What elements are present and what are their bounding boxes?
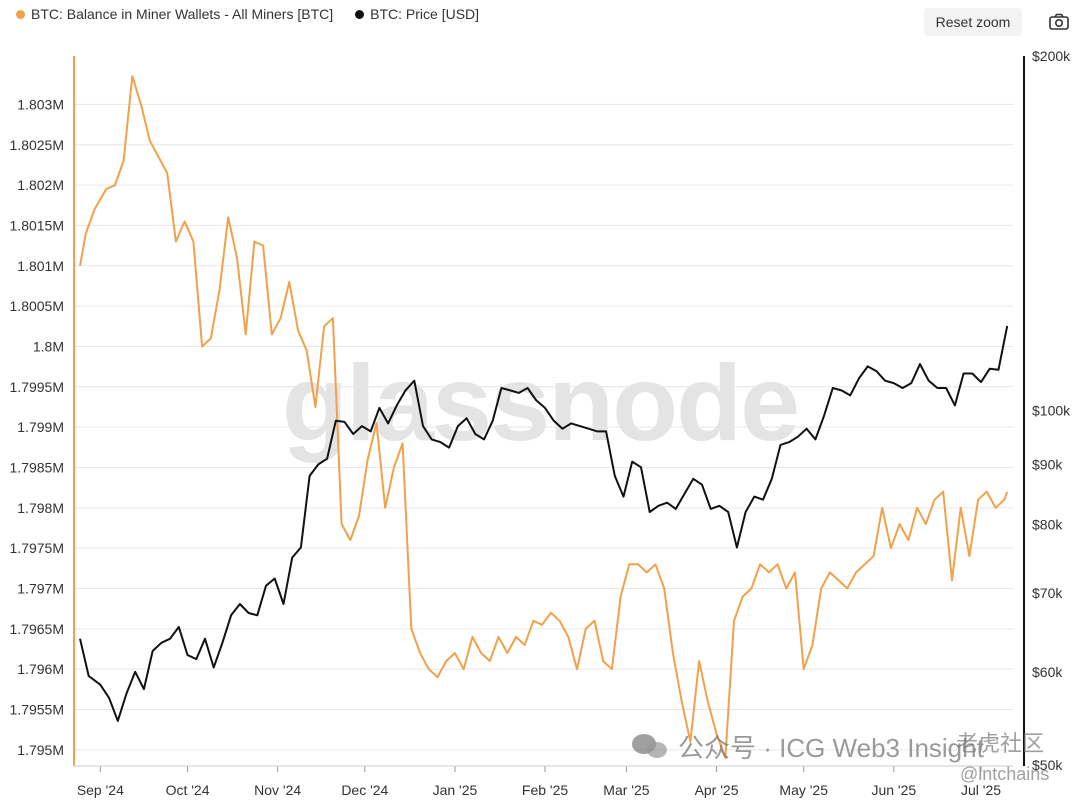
x-tick-label: Sep '24 — [77, 782, 124, 798]
legend-dot-balance — [16, 9, 25, 19]
wechat-icon — [632, 733, 667, 758]
left-tick-label: 1.8M — [33, 338, 64, 354]
handle-overlay: @lntchains — [960, 764, 1050, 784]
right-tick-label: $50k — [1032, 757, 1063, 773]
reset-zoom-button[interactable]: Reset zoom — [924, 8, 1022, 36]
glassnode-watermark: glassnode — [282, 342, 800, 463]
series-line-balance — [79, 75, 1009, 759]
left-tick-label: 1.8025M — [10, 137, 64, 153]
x-tick-label: Jan '25 — [433, 782, 478, 798]
left-tick-label: 1.7965M — [10, 621, 64, 637]
right-tick-label: $70k — [1032, 585, 1063, 601]
right-tick-label: $200k — [1032, 48, 1071, 64]
left-tick-label: 1.802M — [17, 177, 64, 193]
left-tick-label: 1.7975M — [10, 540, 64, 556]
x-tick-label: Oct '24 — [166, 782, 210, 798]
legend-item-balance[interactable]: BTC: Balance in Miner Wallets - All Mine… — [16, 6, 333, 22]
x-tick-label: May '25 — [779, 782, 828, 798]
wechat-overlay-text: 公众号 · ICG Web3 Insight — [678, 733, 984, 763]
left-tick-label: 1.798M — [17, 500, 64, 516]
right-tick-label: $100k — [1032, 403, 1071, 419]
tiger-overlay: 老虎社区 — [956, 731, 1045, 756]
chart-legend: BTC: Balance in Miner Wallets - All Mine… — [16, 6, 479, 22]
left-tick-label: 1.7995M — [10, 379, 64, 395]
legend-label-balance: BTC: Balance in Miner Wallets - All Mine… — [31, 6, 334, 22]
series-line-price — [79, 325, 1009, 722]
x-tick-label: Mar '25 — [603, 782, 649, 798]
right-tick-label: $80k — [1032, 517, 1063, 533]
x-tick-label: Nov '24 — [254, 782, 301, 798]
left-tick-label: 1.795M — [17, 742, 64, 758]
legend-dot-price — [355, 9, 365, 19]
x-tick-label: Apr '25 — [695, 782, 739, 798]
x-tick-label: Jun '25 — [871, 782, 916, 798]
camera-icon[interactable] — [1048, 12, 1070, 32]
right-tick-label: $60k — [1032, 664, 1063, 680]
left-tick-label: 1.801M — [17, 258, 64, 274]
left-tick-label: 1.803M — [17, 96, 64, 112]
x-tick-label: Jul '25 — [961, 782, 1001, 798]
left-tick-label: 1.797M — [17, 581, 64, 597]
legend-label-price: BTC: Price [USD] — [370, 6, 480, 22]
left-tick-label: 1.7955M — [10, 702, 64, 718]
left-tick-label: 1.7985M — [10, 459, 64, 475]
wechat-overlay: 公众号 · ICG Web3 Insight — [630, 728, 984, 765]
right-tick-label: $90k — [1032, 456, 1063, 472]
left-tick-label: 1.8005M — [10, 298, 64, 314]
x-tick-label: Feb '25 — [522, 782, 568, 798]
x-tick-label: Dec '24 — [341, 782, 388, 798]
left-tick-label: 1.796M — [17, 661, 64, 677]
left-tick-label: 1.8015M — [10, 217, 64, 233]
left-tick-label: 1.799M — [17, 419, 64, 435]
legend-item-price[interactable]: BTC: Price [USD] — [355, 6, 479, 22]
